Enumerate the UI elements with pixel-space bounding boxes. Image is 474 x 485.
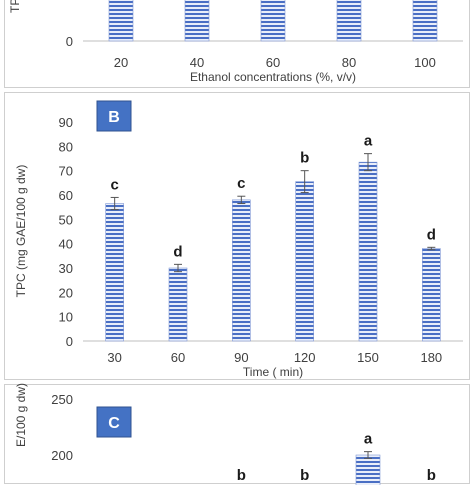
x-tick-label: 60	[266, 55, 280, 70]
significance-letter: c	[110, 176, 118, 193]
x-axis-label: Ethanol concentrations (%, v/v)	[190, 70, 356, 84]
significance-letter: b	[300, 467, 309, 484]
chart-panel-b: 0 10 20 30 40 50 60 70 80 90 c 30 d 60 c 90 b 120 a 150 d 180…	[4, 92, 470, 380]
bar-a-4	[412, 0, 438, 42]
x-tick-label: 120	[294, 350, 316, 365]
chart-panel-c: 200 250 b b a b E/100 g dw) C	[4, 383, 470, 485]
y-tick-label: 10	[59, 0, 73, 1]
y-tick-label: 250	[51, 392, 73, 407]
chart-panel-a: 0 10 20 40 60 80 100 Ethanol concentrations (%,…	[4, 0, 470, 88]
x-tick-label: 20	[114, 55, 128, 70]
bar-b-5	[422, 248, 441, 342]
x-tick-label: 100	[414, 55, 436, 70]
bar-a-3	[336, 0, 362, 42]
panel-badge-label: C	[108, 415, 120, 432]
panel-badge	[96, 100, 132, 132]
significance-letter: d	[427, 226, 436, 243]
x-tick-label: 180	[420, 350, 442, 365]
y-tick-label: 90	[59, 115, 73, 130]
chart-c-svg: 200 250 b b a b E/100 g dw) C	[14, 383, 436, 485]
bar-c-4	[355, 454, 381, 485]
panel-badge	[96, 406, 132, 438]
y-tick-label: 20	[59, 285, 73, 300]
x-tick-label: 90	[234, 350, 248, 365]
y-tick-label: 40	[59, 237, 73, 252]
bar-b-0	[105, 203, 124, 342]
x-tick-label: 150	[357, 350, 379, 365]
y-tick-label: 80	[59, 139, 73, 154]
bar-a-0	[108, 0, 134, 42]
significance-letter: a	[364, 431, 373, 448]
y-tick-label: 50	[59, 212, 73, 227]
x-tick-label: 80	[342, 55, 356, 70]
panel-badge-label: B	[108, 109, 120, 126]
y-tick-label: 30	[59, 261, 73, 276]
significance-letter: d	[173, 243, 182, 260]
bar-b-2	[232, 199, 251, 342]
y-axis-label: TPC (mg GAE/100 g dw)	[14, 165, 28, 298]
bar-b-4	[358, 161, 378, 342]
x-tick-label: 40	[190, 55, 204, 70]
y-tick-label: 0	[66, 334, 73, 349]
bar-b-3	[295, 181, 314, 342]
y-axis-label: TPC	[8, 0, 22, 13]
bar-a-1	[184, 0, 210, 42]
y-axis-label: E/100 g dw)	[14, 383, 28, 447]
significance-letter: b	[237, 467, 246, 484]
chart-b-svg: 0 10 20 30 40 50 60 70 80 90 c 30 d 60 c 90 b 120 a 150 d 180…	[14, 100, 463, 379]
bar-b-1	[168, 267, 188, 342]
y-tick-label: 200	[51, 448, 73, 463]
significance-letter: c	[237, 175, 245, 192]
significance-letter: a	[364, 133, 373, 150]
significance-letter: b	[427, 467, 436, 484]
y-tick-label: 60	[59, 188, 73, 203]
x-tick-label: 30	[107, 350, 121, 365]
chart-a-svg: 0 10 20 40 60 80 100 Ethanol concentrations (%,…	[8, 0, 463, 84]
y-tick-label: 10	[59, 310, 73, 325]
y-tick-label: 70	[59, 164, 73, 179]
bar-a-2	[260, 0, 286, 42]
x-axis-label: Time ( min)	[243, 365, 303, 379]
significance-letter: b	[300, 150, 309, 167]
y-tick-label: 0	[66, 34, 73, 49]
x-tick-label: 60	[171, 350, 185, 365]
